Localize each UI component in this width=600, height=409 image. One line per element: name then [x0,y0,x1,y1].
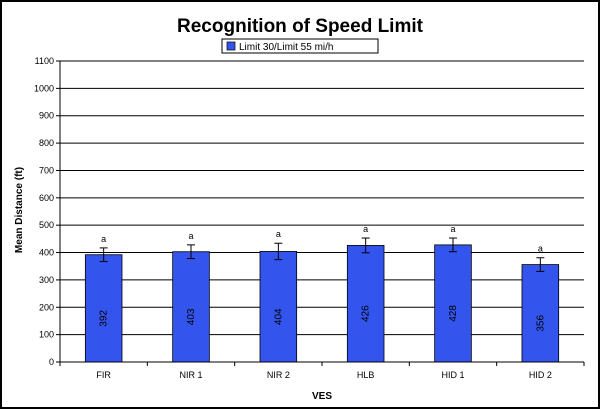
y-tick-label: 600 [39,193,54,203]
bar [84,254,123,363]
x-tick-label: HLB [357,370,375,380]
x-tick-label: NIR 1 [179,370,202,380]
legend-entry: Limit 30/Limit 55 mi/h [239,42,333,53]
y-axis-ticks: 0 100 200 300 400 500 600 700 800 900 1000 1100 [34,56,60,367]
x-axis-label: VES [312,391,332,402]
legend-box [221,38,379,54]
x-axis-ticks: FIR NIR 1 NIR 2 HLB HID 1 HID 2 [59,362,585,380]
y-tick-label: 1100 [35,56,54,66]
bar-value-label: 356 [535,315,546,332]
bar-value-label: 392 [99,310,110,327]
significance-label: a [450,224,455,234]
x-tick-label: FIR [96,370,111,380]
bar [521,264,560,363]
bar-value-label: 404 [273,308,284,325]
bar-value-label: 403 [186,308,197,325]
y-tick-label: 200 [39,302,54,312]
bar [172,251,210,363]
y-tick-label: 0 [49,357,54,367]
significance-label: a [276,229,281,239]
axes [59,61,584,363]
bar-value-label: 428 [448,305,459,322]
bar [434,244,472,363]
y-axis-label: Mean Distance (ft) [14,167,25,253]
y-tick-label: 400 [39,248,54,258]
x-tick-label: HID 2 [529,370,552,380]
y-tick-label: 1000 [34,83,54,93]
significance-label: a [188,231,193,241]
legend: Limit 30/Limit 55 mi/h [221,38,379,54]
chart-title: Recognition of Speed Limit [177,16,424,37]
grid [60,60,584,336]
bar-value-label: 426 [361,305,372,322]
bar [346,245,385,363]
y-tick-label: 300 [39,275,54,285]
x-tick-label: NIR 2 [267,370,290,380]
bar [259,251,298,363]
significance-label: a [538,244,543,254]
y-tick-label: 100 [39,330,54,340]
bars: a 392 a 403 a 404 a 426 a 428 a 356 [84,224,560,363]
significance-label: a [101,234,106,244]
y-tick-label: 800 [39,138,54,148]
y-tick-label: 700 [39,165,54,175]
legend-swatch [226,41,236,51]
significance-label: a [363,224,368,234]
y-tick-label: 500 [39,220,54,230]
x-tick-label: HID 1 [441,370,464,380]
y-tick-label: 900 [39,111,54,121]
